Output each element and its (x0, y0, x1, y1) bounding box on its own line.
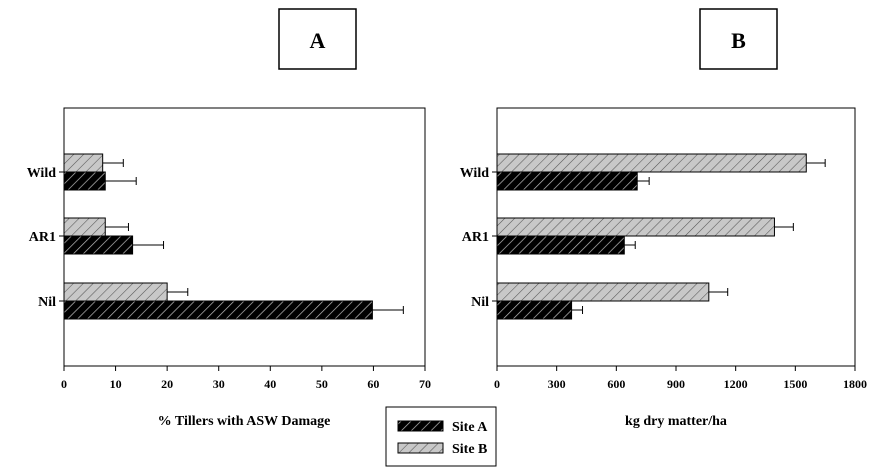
chart-panel-a: 0 10 20 30 40 50 60 70 Wild AR1 Nil % Tillers wit… (27, 107, 431, 429)
bar-site-a-wild-a (63, 171, 106, 191)
panel-label-b-text: B (731, 28, 746, 53)
bar-site-b-nil-a (63, 282, 168, 302)
x-tick-label-a: 0 (61, 377, 67, 391)
bar-site-b-ar1-a (63, 217, 106, 237)
y-categories-b: Wild AR1 Nil (460, 166, 497, 310)
bar-site-a-nil-b (496, 300, 573, 320)
bar-site-b-wild-a (63, 153, 104, 173)
x-ticks-a: 0 10 20 30 40 50 60 70 (61, 366, 431, 391)
legend-label-site-a: Site A (452, 420, 488, 435)
x-tick-label-a: 20 (161, 377, 173, 391)
chart-legend: Site A Site B (385, 406, 497, 467)
x-tick-label-b: 1200 (724, 377, 748, 391)
category-label-a: Nil (38, 295, 56, 310)
chart-panel-b: 0 300 600 900 1200 1500 1800 Wild AR1 Nil kg dry… (460, 107, 867, 429)
panel-label-b: B (699, 8, 778, 70)
x-tick-label-b: 300 (548, 377, 566, 391)
category-label-a: AR1 (29, 230, 56, 245)
x-tick-label-a: 50 (316, 377, 328, 391)
x-axis-label-b: kg dry matter/ha (625, 414, 727, 429)
category-label-a: Wild (27, 166, 57, 181)
x-tick-label-a: 30 (213, 377, 225, 391)
x-tick-label-b: 1500 (783, 377, 807, 391)
y-categories-a: Wild AR1 Nil (27, 166, 64, 310)
category-label-b: Wild (460, 166, 490, 181)
bar-site-b-ar1-b (496, 217, 775, 237)
bar-site-a-ar1-a (63, 235, 134, 255)
panel-label-a-text: A (310, 28, 326, 53)
x-axis-label-a: % Tillers with ASW Damage (158, 414, 331, 429)
x-tick-label-a: 60 (367, 377, 379, 391)
x-tick-label-b: 0 (494, 377, 500, 391)
legend-label-site-b: Site B (452, 442, 487, 457)
legend-box (385, 406, 497, 467)
bar-site-a-ar1-b (496, 235, 625, 255)
bar-site-a-nil-a (63, 300, 373, 320)
x-tick-label-a: 70 (419, 377, 431, 391)
x-ticks-b: 0 300 600 900 1200 1500 1800 (494, 366, 867, 391)
x-tick-label-b: 600 (607, 377, 625, 391)
legend-swatch-site-b (397, 442, 444, 454)
x-tick-label-b: 900 (667, 377, 685, 391)
legend-entry-site-a: Site A (397, 420, 488, 435)
x-tick-label-a: 40 (264, 377, 276, 391)
x-tick-label-a: 10 (110, 377, 122, 391)
bar-site-b-nil-b (496, 282, 710, 302)
category-label-b: Nil (471, 295, 489, 310)
bar-site-a-wild-b (496, 171, 638, 191)
category-label-b: AR1 (462, 230, 489, 245)
bars-b (496, 153, 826, 320)
panel-label-a: A (278, 8, 357, 70)
x-tick-label-b: 1800 (843, 377, 867, 391)
bar-site-b-wild-b (496, 153, 807, 173)
legend-entry-site-b: Site B (397, 442, 487, 457)
legend-swatch-site-a (397, 420, 444, 432)
bars-a (63, 153, 404, 320)
